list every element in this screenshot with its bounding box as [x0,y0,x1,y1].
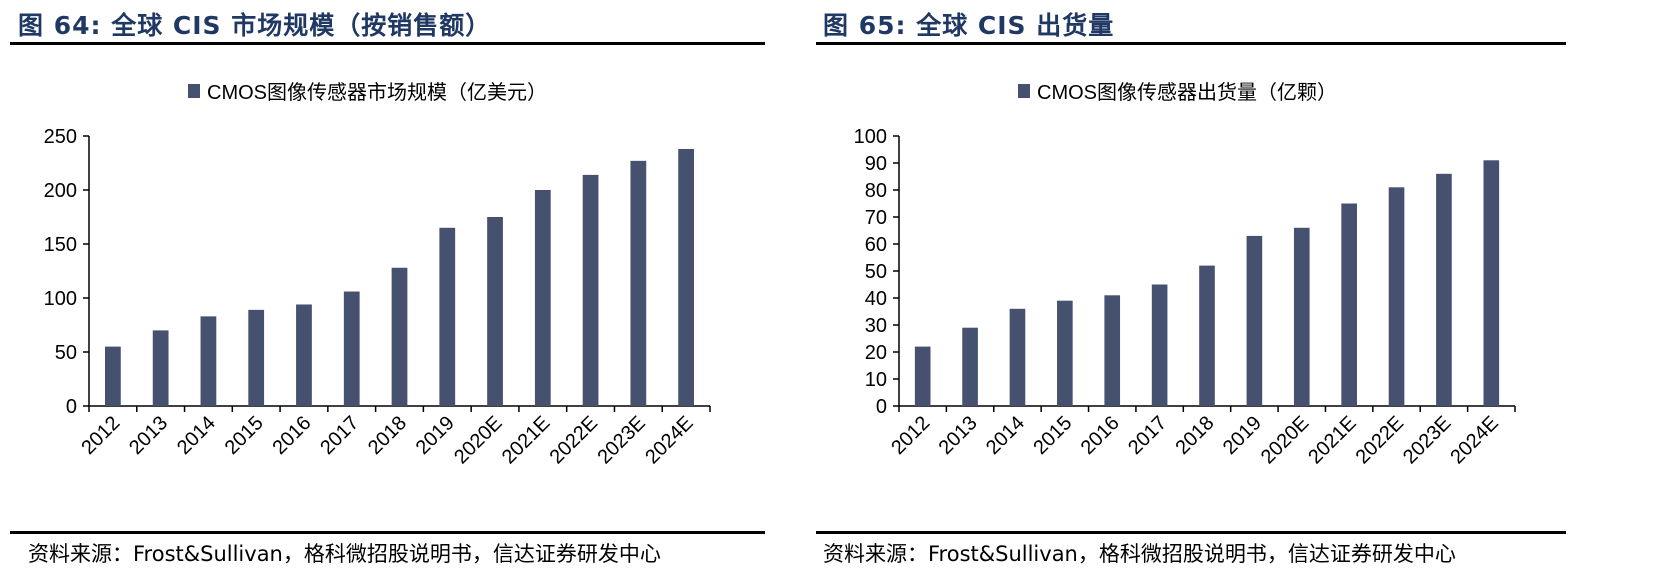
x-tick-label: 2022E [1352,412,1408,468]
x-tick-label: 2021E [498,412,554,468]
chart-legend: CMOS图像传感器出货量（亿颗） [1018,76,1337,105]
x-tick-label: 2016 [1077,412,1124,459]
x-tick-label: 2013 [935,412,982,459]
bar [152,330,169,406]
bar [1246,235,1263,406]
x-tick-label: 2018 [364,412,411,459]
x-tick-label: 2021E [1304,412,1360,468]
legend-label: CMOS图像传感器市场规模（亿美元） [207,82,547,104]
x-tick-label: 2023E [1399,412,1455,468]
y-tick-label: 20 [865,342,887,364]
chart-panel-market-size: 图 64: 全球 CIS 市场规模（按销售额） CMOS图像传感器市场规模（亿美… [0,0,820,582]
bar [105,346,121,406]
bar [1104,295,1121,406]
bar [630,160,647,406]
bar [343,291,360,406]
x-tick-label: 2016 [268,412,315,459]
bar [439,227,456,406]
y-tick-label: 0 [66,396,77,418]
bar [1436,173,1452,406]
y-tick-label: 10 [865,369,887,391]
y-tick-label: 0 [876,396,887,418]
x-tick-label: 2023E [593,412,649,468]
source-note: 资料来源：Frost&Sullivan，格科微招股说明书，信达证券研发中心 [823,542,1456,566]
y-tick-label: 100 [854,126,887,148]
x-tick-label: 2014 [173,412,220,459]
x-tick-label: 2012 [887,412,934,459]
legend-label: CMOS图像传感器出货量（亿颗） [1037,82,1337,104]
y-tick-label: 90 [865,153,887,175]
x-tick-label: 2020E [450,412,506,468]
bar [962,327,978,406]
y-tick-label: 50 [55,342,77,364]
bar [1199,265,1215,406]
bar [1151,284,1168,406]
bar [1293,227,1310,406]
y-tick-label: 80 [865,180,887,202]
y-tick-label: 70 [865,207,887,229]
x-tick-label: 2015 [1029,412,1076,459]
y-tick-label: 150 [44,234,77,256]
x-tick-label: 2014 [982,412,1029,459]
bar [200,316,217,406]
y-tick-label: 250 [44,126,77,148]
top-rule [816,42,1566,45]
bar [914,346,931,406]
x-tick-label: 2012 [77,412,124,459]
bar [582,174,599,406]
figure-title: 图 64: 全球 CIS 市场规模（按销售额） [18,11,492,40]
x-tick-label: 2017 [1124,412,1171,459]
figure-title: 图 65: 全球 CIS 出货量 [823,11,1115,40]
legend-swatch [188,83,200,98]
bottom-rule [10,531,765,534]
x-tick-label: 2018 [1172,412,1219,459]
y-tick-label: 200 [44,180,77,202]
x-tick-label: 2024E [641,412,697,468]
bar [1388,187,1405,406]
bar [678,148,694,406]
bar [391,267,408,406]
x-tick-label: 2024E [1446,412,1502,468]
legend-swatch [1018,83,1030,98]
bar [534,190,551,406]
bar [1009,308,1026,406]
bar [1341,203,1357,406]
y-tick-label: 30 [865,315,887,337]
y-tick-label: 50 [865,261,887,283]
bar [296,304,312,406]
bar [487,217,503,406]
x-tick-label: 2015 [221,412,268,459]
y-tick-label: 60 [865,234,887,256]
bar [1057,300,1073,406]
y-tick-label: 40 [865,288,887,310]
bar [1483,160,1500,406]
source-note: 资料来源：Frost&Sullivan，格科微招股说明书，信达证券研发中心 [28,542,661,566]
x-tick-label: 2020E [1257,412,1313,468]
chart-legend: CMOS图像传感器市场规模（亿美元） [188,76,547,105]
x-tick-label: 2017 [316,412,363,459]
chart-panel-shipments: 图 65: 全球 CIS 出货量 CMOS图像传感器出货量（亿颗） 0 10 20 3… [816,0,1658,582]
x-tick-label: 2022E [546,412,602,468]
top-rule [10,42,765,45]
bar [248,309,265,406]
bottom-rule [816,531,1566,534]
x-tick-label: 2013 [125,412,172,459]
y-tick-label: 100 [44,288,77,310]
